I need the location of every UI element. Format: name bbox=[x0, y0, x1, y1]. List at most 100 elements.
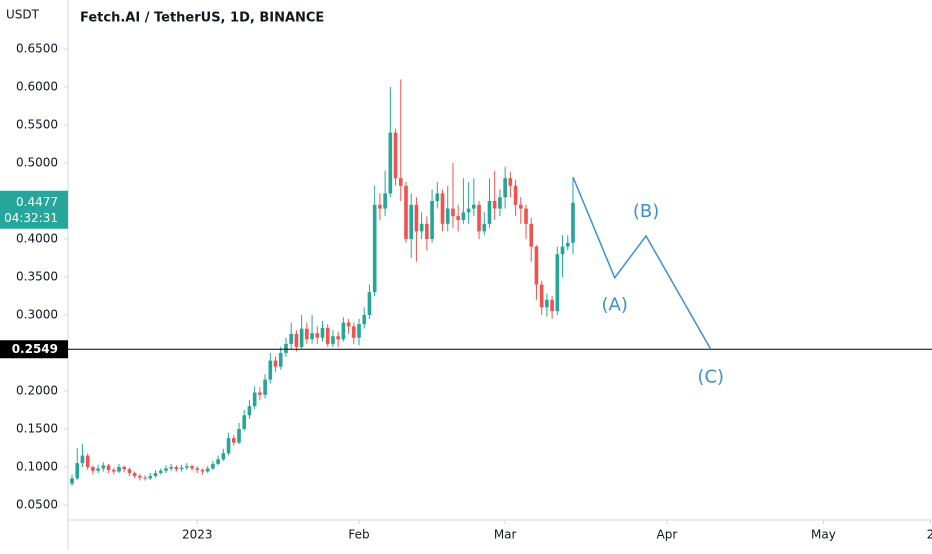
x-tick-label: 2 bbox=[927, 528, 932, 542]
candle-body bbox=[524, 208, 528, 224]
y-tick-label: 0.0500 bbox=[16, 497, 58, 511]
candle-body bbox=[284, 343, 288, 353]
candle-body bbox=[273, 360, 278, 367]
candle-body bbox=[555, 254, 560, 312]
candle-body bbox=[216, 459, 220, 464]
y-tick-label: 0.6000 bbox=[16, 80, 58, 94]
candle-body bbox=[132, 473, 137, 477]
candle-body bbox=[414, 204, 419, 232]
y-tick-label: 0.3000 bbox=[16, 307, 58, 321]
candle-body bbox=[331, 336, 335, 344]
candle-body bbox=[435, 193, 440, 201]
y-tick-label: 0.2000 bbox=[16, 383, 58, 397]
candle-body bbox=[409, 204, 414, 239]
chart-title: Fetch.AI / TetherUS, 1D, BINANCE bbox=[80, 11, 324, 26]
candle-body bbox=[127, 469, 132, 474]
candle-body bbox=[80, 455, 85, 464]
y-tick-label: 0.1500 bbox=[16, 421, 58, 435]
candle-body bbox=[195, 468, 200, 470]
candle-body bbox=[310, 333, 314, 340]
candle-body bbox=[419, 223, 424, 232]
candle-body bbox=[529, 223, 534, 247]
candle-body bbox=[75, 463, 80, 479]
wave-line bbox=[572, 176, 712, 350]
y-tick-label: 0.1000 bbox=[16, 459, 58, 473]
candle-body bbox=[153, 473, 158, 477]
candle-body bbox=[278, 352, 283, 367]
candle-body bbox=[226, 438, 231, 454]
candle-body bbox=[550, 299, 554, 312]
candle-body bbox=[456, 216, 461, 220]
candle-body bbox=[85, 455, 90, 467]
level-label: 0.2549 bbox=[12, 342, 58, 356]
candle-body bbox=[571, 202, 575, 243]
candle-body bbox=[221, 453, 226, 460]
wave-label: (B) bbox=[633, 201, 659, 222]
candle-body bbox=[539, 284, 544, 308]
candle-body bbox=[336, 336, 340, 340]
candle-body bbox=[404, 185, 408, 239]
candle-body bbox=[205, 468, 210, 472]
candle-body bbox=[231, 438, 236, 443]
candle-body bbox=[169, 466, 173, 469]
y-unit: USDT bbox=[6, 8, 40, 22]
candle-body bbox=[289, 333, 294, 344]
candle-body bbox=[372, 204, 377, 293]
candle-body bbox=[242, 415, 247, 429]
candle-body bbox=[341, 322, 346, 340]
x-tick-label: Feb bbox=[348, 528, 369, 542]
candle-body bbox=[440, 193, 445, 224]
candle-body bbox=[179, 467, 184, 470]
candle-body bbox=[498, 197, 502, 209]
price-label: 0.4477 bbox=[16, 195, 58, 209]
x-tick-label: Apr bbox=[657, 528, 678, 542]
candle-body bbox=[117, 466, 121, 472]
candle-body bbox=[351, 326, 356, 338]
candle-body bbox=[91, 466, 95, 471]
candle-body bbox=[472, 204, 476, 209]
candle-body bbox=[96, 468, 100, 471]
countdown: 04:32:31 bbox=[4, 211, 58, 225]
candle-body bbox=[346, 322, 351, 327]
candle-body bbox=[534, 246, 539, 285]
candle-body bbox=[263, 379, 267, 395]
candle-body bbox=[184, 466, 189, 468]
candle-body bbox=[320, 327, 325, 338]
candle-body bbox=[357, 324, 361, 338]
y-tick-label: 0.5000 bbox=[16, 155, 58, 169]
candle-body bbox=[367, 292, 372, 315]
candle-body bbox=[518, 204, 523, 209]
candle-body bbox=[398, 178, 403, 186]
candle-body bbox=[174, 466, 179, 470]
candle-body bbox=[258, 392, 262, 395]
candle-body bbox=[148, 476, 153, 479]
candle-body bbox=[294, 333, 299, 347]
candle-body bbox=[388, 132, 393, 194]
candle-body bbox=[325, 327, 330, 344]
y-tick-label: 0.3500 bbox=[16, 269, 58, 283]
price-tag bbox=[0, 190, 68, 229]
candle-body bbox=[508, 178, 513, 186]
candle-body bbox=[299, 328, 304, 347]
level-tag bbox=[0, 340, 68, 359]
candle-body bbox=[492, 200, 497, 209]
candle-body bbox=[106, 465, 111, 470]
candle-body bbox=[122, 466, 127, 470]
candle-body bbox=[111, 469, 116, 472]
candle-body bbox=[513, 185, 518, 205]
y-tick-label: 0.4000 bbox=[16, 231, 58, 245]
candle-body bbox=[70, 478, 74, 484]
candle-body bbox=[445, 208, 450, 224]
candle-body bbox=[247, 406, 252, 416]
candle-body bbox=[378, 204, 382, 209]
candle-body bbox=[268, 360, 273, 380]
candle-body bbox=[237, 428, 241, 443]
candle-body bbox=[560, 246, 565, 255]
candle-body bbox=[565, 242, 570, 247]
candle-body bbox=[503, 178, 507, 198]
candle-body bbox=[315, 333, 320, 338]
candle-body bbox=[158, 470, 163, 474]
